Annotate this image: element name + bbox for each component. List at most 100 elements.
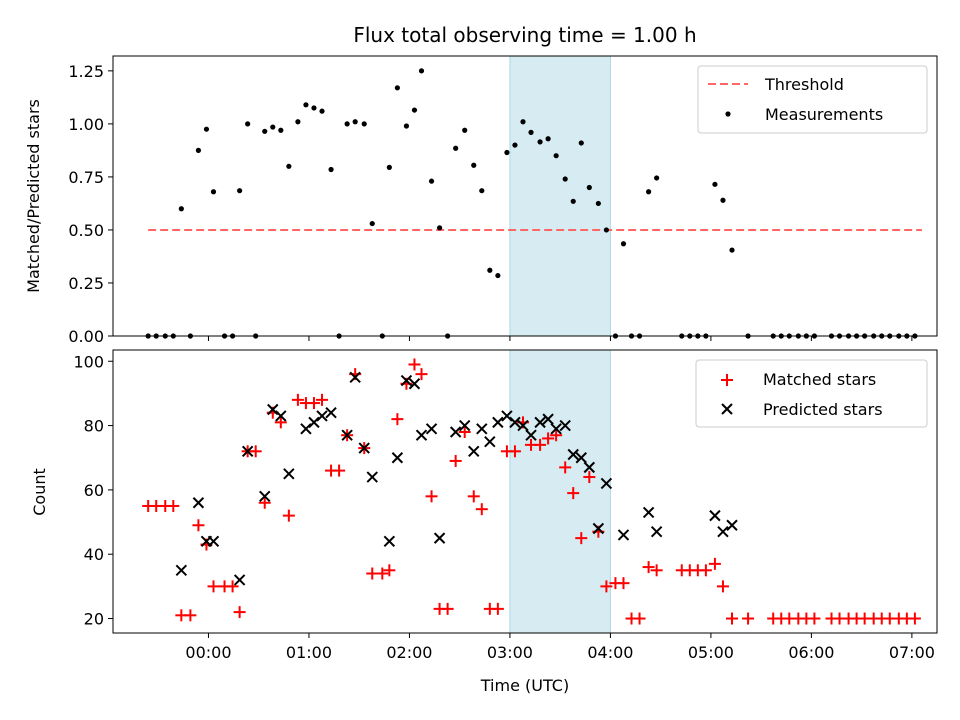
predicted-star-point bbox=[476, 423, 488, 435]
predicted-star-point bbox=[642, 506, 655, 519]
predicted-star-point bbox=[358, 442, 370, 454]
measurement-point bbox=[210, 189, 217, 195]
ratio-y-tick-label: 0.50 bbox=[68, 221, 104, 240]
predicted-star-point bbox=[308, 416, 320, 429]
matched-star-point bbox=[583, 471, 596, 484]
count-x-tick-label: 04:00 bbox=[587, 643, 633, 662]
matched-star-point bbox=[376, 567, 389, 580]
predicted-stars-points bbox=[175, 371, 738, 586]
measurement-point bbox=[603, 227, 609, 233]
measurement-point bbox=[562, 176, 568, 182]
predicted-star-point bbox=[283, 468, 295, 480]
matched-star-point bbox=[726, 612, 739, 625]
count-x-tick-label: 05:00 bbox=[688, 643, 734, 662]
measurement-point bbox=[495, 272, 501, 279]
matched-star-point bbox=[567, 487, 580, 500]
measurement-point bbox=[328, 166, 334, 173]
measurement-point bbox=[369, 220, 375, 227]
matched-star-point bbox=[207, 580, 220, 593]
matched-star-point bbox=[633, 612, 646, 625]
matched-star-point bbox=[617, 577, 630, 590]
matched-star-point bbox=[408, 358, 421, 371]
matched-star-point bbox=[449, 454, 462, 467]
matched-star-point bbox=[467, 490, 480, 503]
matched-star-point bbox=[650, 564, 663, 577]
ratio-legend-box bbox=[697, 65, 928, 134]
predicted-star-point bbox=[241, 445, 254, 458]
predicted-star-point bbox=[600, 477, 613, 490]
chart-title: Flux total observing time = 1.00 h bbox=[353, 23, 696, 47]
predicted-star-point bbox=[709, 509, 721, 522]
ratio-y-tick-label: 0.25 bbox=[68, 274, 104, 293]
measurement-point bbox=[462, 127, 468, 133]
matched-star-point bbox=[184, 609, 197, 622]
measurement-point bbox=[262, 128, 268, 134]
count-y-tick-label: 40 bbox=[84, 545, 104, 564]
predicted-star-point bbox=[366, 471, 378, 483]
matched-star-point bbox=[600, 580, 613, 593]
measurement-point bbox=[620, 241, 627, 247]
ratio-y-tick-label: 1.00 bbox=[68, 115, 104, 134]
count-legend: Matched stars Predicted stars bbox=[695, 359, 928, 428]
predicted-star-point bbox=[316, 410, 328, 422]
measurement-point bbox=[654, 175, 660, 181]
measurement-point bbox=[436, 225, 443, 231]
measurement-point bbox=[646, 189, 652, 195]
measurement-point bbox=[487, 267, 493, 273]
measurement-point bbox=[479, 188, 485, 194]
predicted-star-point bbox=[583, 461, 596, 474]
predicted-star-point bbox=[517, 419, 529, 432]
count-x-tick-label: 02:00 bbox=[386, 643, 432, 662]
predicted-star-point bbox=[567, 448, 579, 461]
legend-matched-label: Matched stars bbox=[763, 370, 876, 389]
predicted-star-point bbox=[415, 429, 428, 441]
legend-measurements-label: Measurements bbox=[765, 105, 883, 124]
predicted-star-point bbox=[175, 564, 188, 576]
count-x-tick-label: 06:00 bbox=[788, 643, 834, 662]
predicted-star-point bbox=[534, 416, 546, 429]
measurement-point bbox=[394, 85, 400, 91]
measurement-point bbox=[278, 127, 284, 133]
ratio-y-tick-label: 1.25 bbox=[68, 62, 104, 81]
count-x-tick-label: 00:00 bbox=[185, 643, 231, 662]
predicted-star-point bbox=[550, 423, 562, 435]
matched-star-point bbox=[167, 499, 180, 512]
measurement-point bbox=[286, 163, 292, 169]
matched-star-point bbox=[542, 432, 555, 445]
matched-star-point bbox=[441, 602, 454, 615]
predicted-star-point bbox=[233, 574, 246, 586]
measurement-point bbox=[712, 181, 718, 187]
matched-star-point bbox=[458, 426, 471, 439]
predicted-star-point bbox=[391, 452, 404, 464]
predicted-star-point bbox=[425, 423, 438, 435]
count-y-ticks: 20 40 60 80 100 bbox=[73, 352, 113, 629]
matched-star-point bbox=[391, 413, 404, 426]
predicted-star-point bbox=[617, 529, 630, 541]
predicted-star-point bbox=[383, 535, 396, 548]
count-y-tick-label: 80 bbox=[84, 417, 104, 436]
measurement-point bbox=[352, 119, 358, 125]
predicted-star-point bbox=[408, 378, 421, 390]
predicted-star-point bbox=[400, 374, 413, 387]
matched-star-point bbox=[575, 532, 588, 545]
measurement-point bbox=[528, 129, 534, 135]
measurement-point bbox=[453, 145, 459, 151]
measurement-point bbox=[428, 178, 435, 184]
measurement-point bbox=[471, 162, 477, 168]
count-x-tick-label: 03:00 bbox=[487, 643, 533, 662]
count-x-ticks: 00:00 01:00 02:00 03:00 04:00 05:00 06:00 07:00 bbox=[185, 633, 935, 662]
count-y-axis-label: Count bbox=[30, 468, 49, 516]
predicted-star-point bbox=[525, 429, 537, 441]
count-shaded-window bbox=[509, 349, 611, 634]
predicted-star-point bbox=[492, 416, 504, 429]
measurement-point bbox=[504, 149, 510, 156]
matched-star-point bbox=[415, 368, 428, 381]
matched-star-point bbox=[699, 564, 712, 577]
predicted-star-point bbox=[717, 525, 729, 538]
measurement-point bbox=[512, 142, 518, 148]
measurement-point bbox=[237, 188, 243, 194]
measurement-point bbox=[195, 147, 202, 153]
measurement-point bbox=[729, 247, 735, 253]
measurement-point bbox=[361, 121, 367, 127]
